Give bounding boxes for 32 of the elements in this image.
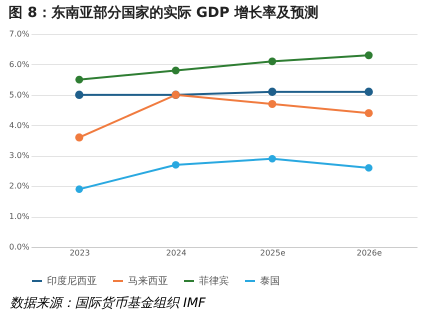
y-tick-label: 2.0% bbox=[9, 182, 30, 191]
legend-label: 马来西亚 bbox=[128, 275, 168, 287]
point bbox=[364, 88, 373, 96]
y-tick-label: 3.0% bbox=[9, 151, 30, 160]
y-tick-label: 4.0% bbox=[9, 120, 30, 130]
legend-label: 印度尼西亚 bbox=[47, 275, 97, 287]
y-tick-label: 7.0% bbox=[9, 30, 30, 38]
chart-title: 图 8：东南亚部分国家的实际 GDP 增长率及预测 bbox=[8, 4, 318, 21]
point bbox=[364, 164, 373, 172]
y-tick-label: 1.0% bbox=[9, 212, 30, 222]
x-tick-label: 2026e bbox=[356, 248, 382, 258]
point bbox=[268, 155, 276, 163]
point bbox=[268, 88, 276, 96]
point bbox=[75, 76, 84, 84]
y-tick-label: 0.0% bbox=[9, 242, 30, 252]
point bbox=[75, 185, 84, 193]
point bbox=[172, 66, 180, 74]
legend-label: 菲律宾 bbox=[199, 275, 229, 287]
point bbox=[268, 100, 276, 108]
point bbox=[364, 51, 373, 60]
y-tick-label: 6.0% bbox=[9, 60, 30, 69]
x-tick-label: 2025e bbox=[260, 248, 286, 258]
point bbox=[75, 133, 84, 142]
legend-label: 泰国 bbox=[260, 276, 280, 287]
point bbox=[268, 57, 276, 66]
y-tick-label: 5.0% bbox=[9, 90, 30, 100]
source-note: 数据来源：国际货币基金组织 IMF bbox=[9, 295, 207, 313]
point bbox=[172, 161, 180, 169]
x-tick-label: 2023 bbox=[70, 248, 90, 258]
point bbox=[75, 90, 84, 100]
x-tick-label: 2024 bbox=[166, 248, 186, 258]
point bbox=[364, 109, 373, 118]
